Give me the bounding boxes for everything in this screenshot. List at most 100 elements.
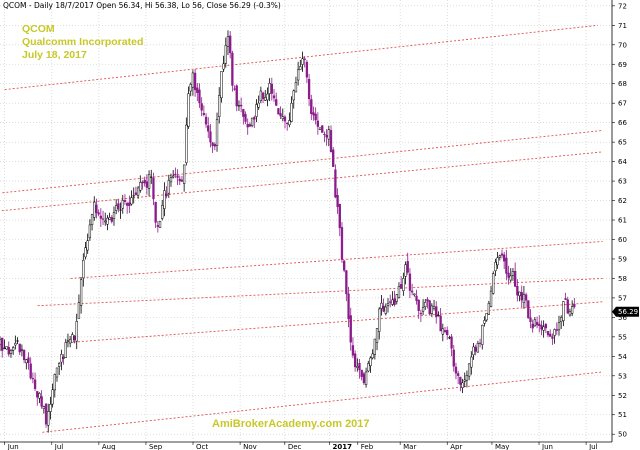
candle-body [378,308,381,332]
candle-body [90,214,94,226]
candle-body [529,317,532,323]
candle-body [343,260,346,271]
candle-body [535,321,539,326]
candle-body [207,125,210,132]
candle-body [75,321,78,342]
y-tick-label: 62 [618,197,627,205]
candle-body [136,187,140,196]
candle-body [277,108,280,115]
candle-body [415,295,418,301]
candle-body [503,254,506,262]
candle-body [172,175,175,178]
candle-body [281,116,284,119]
candle-body [349,315,352,343]
candle-body [22,350,26,361]
candle-body [340,227,344,260]
candle-body [93,201,96,218]
candle-body [393,298,396,305]
axis-layer: 50 51 52 53 54 55 56 57 58 59 60 61 62 63 64 65 66 67 68 69… [0,0,627,450]
y-tick-label: 65 [618,139,627,147]
candle-body [253,117,256,120]
candle-body [498,255,501,258]
candle-body [478,342,482,344]
candle-body [97,212,100,215]
candle-body [44,403,48,425]
candle-body [386,303,390,306]
candle-body [143,179,146,184]
candle-body [167,180,170,194]
candle-body [395,294,398,302]
candle-body [101,218,105,220]
candle-body [356,365,359,368]
candle-body [485,312,488,321]
candle-body [224,45,227,64]
candle-body [82,260,85,279]
candle-body [303,58,306,60]
candle-body [7,346,10,355]
candle-body [439,315,442,332]
y-tick-label: 68 [618,80,627,88]
chart-header: QCOM - Daily 18/7/2017 Open 56.34, Hi 56… [3,1,281,10]
candle-body [500,253,504,256]
y-tick-label: 66 [618,119,627,127]
y-tick-label: 69 [618,61,627,69]
candle-body [432,306,436,309]
candle-body [389,301,392,303]
candle-body [248,124,252,127]
candle-body [467,363,471,377]
candle-body [369,357,372,367]
x-tick-label: Jul [54,443,64,450]
candle-body [169,177,173,183]
candle-body [112,212,116,219]
candle-body [454,366,458,374]
candle-body [347,293,350,320]
trendline [42,371,603,433]
y-tick-label: 70 [618,41,627,49]
candle-body [461,382,464,389]
candle-body [53,374,56,391]
candle-body [362,373,366,384]
candle-body [139,182,142,191]
candle-body [106,217,109,225]
candle-body [345,270,348,295]
candle-body [505,257,508,274]
candle-body [215,119,219,146]
y-tick-label: 64 [618,158,627,166]
x-tick-label: Jul [588,443,598,450]
candle-body [1,337,4,351]
candle-body [49,404,52,412]
candle-body [268,83,271,94]
x-tick-label: Dec [288,443,302,450]
y-tick-label: 54 [618,353,627,361]
candle-body [233,88,236,90]
candle-body [209,131,212,143]
candle-body [516,286,519,296]
candle-body [358,363,361,371]
candle-body [428,300,431,314]
candle-body [198,89,201,104]
candle-body [156,225,159,227]
candle-body [560,317,563,323]
candle-body [481,324,484,345]
candle-body [562,301,565,321]
candle-body [255,104,258,117]
candle-body [154,201,157,223]
candle-body [555,329,558,331]
y-tick-label: 59 [618,255,627,263]
candle-body [246,124,249,128]
candle-body [231,52,234,86]
candle-body [220,71,223,99]
candle-body [79,279,83,306]
candle-body [25,359,28,364]
candle-body [424,302,427,307]
candle-body [305,61,309,78]
candle-body [202,113,206,115]
candle-body [218,95,221,117]
candle-body [86,240,89,251]
candle-body [524,294,528,301]
candle-body [426,299,429,302]
candle-body [382,305,385,312]
candle-body [373,338,377,355]
candle-body [110,217,113,222]
